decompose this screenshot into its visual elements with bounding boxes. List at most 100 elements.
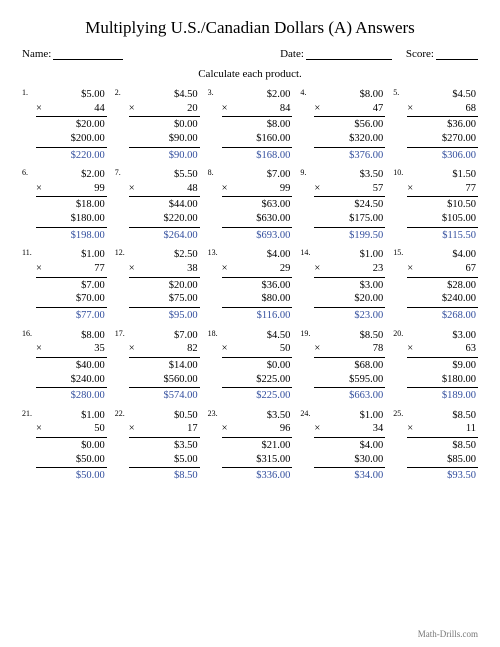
partial-1: $36.00 (208, 279, 293, 293)
problem: 1.$5.00×44$20.00$200.00$220.00 (22, 88, 107, 162)
times-icon: × (129, 182, 135, 196)
multiplier-row: ×78 (300, 342, 385, 356)
problem-number: 2. (115, 88, 121, 98)
times-icon: × (314, 262, 320, 276)
answer: $90.00 (115, 149, 200, 163)
multiplicand: $4.00 (393, 248, 478, 262)
multiplier-row: ×29 (208, 262, 293, 276)
answer: $116.00 (208, 309, 293, 323)
problem-number: 17. (115, 329, 125, 339)
partial-2: $180.00 (22, 212, 107, 226)
partial-1: $63.00 (208, 198, 293, 212)
partial-1: $40.00 (22, 359, 107, 373)
rule-line (222, 387, 293, 388)
worksheet-page: Multiplying U.S./Canadian Dollars (A) An… (0, 0, 500, 647)
problem-number: 3. (208, 88, 214, 98)
problem-number: 5. (393, 88, 399, 98)
rule-line (314, 116, 385, 117)
problem: 7.$5.50×48$44.00$220.00$264.00 (115, 168, 200, 242)
partial-1: $14.00 (115, 359, 200, 373)
partial-2: $175.00 (300, 212, 385, 226)
rule-line (129, 387, 200, 388)
multiplicand: $7.00 (208, 168, 293, 182)
rule-line (407, 467, 478, 468)
multiplicand: $2.00 (22, 168, 107, 182)
multiplicand: $4.00 (208, 248, 293, 262)
answer: $50.00 (22, 469, 107, 483)
problem: 4.$8.00×47$56.00$320.00$376.00 (300, 88, 385, 162)
answer: $168.00 (208, 149, 293, 163)
multiplier: 17 (187, 422, 198, 436)
multiplicand: $1.00 (300, 409, 385, 423)
multiplier-row: ×77 (22, 262, 107, 276)
partial-2: $75.00 (115, 292, 200, 306)
problem: 2.$4.50×20$0.00$90.00$90.00 (115, 88, 200, 162)
multiplier-row: ×68 (393, 102, 478, 116)
times-icon: × (222, 262, 228, 276)
rule-line (129, 147, 200, 148)
partial-1: $18.00 (22, 198, 107, 212)
partial-2: $90.00 (115, 132, 200, 146)
multiplier-row: ×20 (115, 102, 200, 116)
partial-2: $20.00 (300, 292, 385, 306)
multiplier-row: ×47 (300, 102, 385, 116)
partial-2: $80.00 (208, 292, 293, 306)
rule-line (407, 196, 478, 197)
multiplier: 77 (466, 182, 477, 196)
multiplier-row: ×35 (22, 342, 107, 356)
answer: $376.00 (300, 149, 385, 163)
times-icon: × (36, 182, 42, 196)
multiplicand: $4.50 (393, 88, 478, 102)
problem: 11.$1.00×77$7.00$70.00$77.00 (22, 248, 107, 322)
rule-line (314, 227, 385, 228)
answer: $189.00 (393, 389, 478, 403)
partial-2: $320.00 (300, 132, 385, 146)
multiplier-row: ×99 (208, 182, 293, 196)
score-field: Score: (406, 48, 478, 60)
problem-number: 15. (393, 248, 403, 258)
partial-1: $3.50 (115, 439, 200, 453)
multiplier-row: ×48 (115, 182, 200, 196)
partial-2: $560.00 (115, 373, 200, 387)
rule-line (314, 467, 385, 468)
rule-line (129, 116, 200, 117)
times-icon: × (407, 422, 413, 436)
multiplier-row: ×82 (115, 342, 200, 356)
problem-number: 7. (115, 168, 121, 178)
rule-line (314, 357, 385, 358)
rule-line (36, 116, 107, 117)
answer: $115.50 (393, 229, 478, 243)
partial-1: $68.00 (300, 359, 385, 373)
problem: 16.$8.00×35$40.00$240.00$280.00 (22, 329, 107, 403)
problem-number: 21. (22, 409, 32, 419)
multiplicand: $4.50 (208, 329, 293, 343)
partial-1: $8.00 (208, 118, 293, 132)
answer: $225.00 (208, 389, 293, 403)
rule-line (129, 307, 200, 308)
times-icon: × (36, 422, 42, 436)
answer: $306.00 (393, 149, 478, 163)
partial-2: $220.00 (115, 212, 200, 226)
multiplier-row: ×17 (115, 422, 200, 436)
rule-line (129, 357, 200, 358)
answer: $220.00 (22, 149, 107, 163)
answer: $693.00 (208, 229, 293, 243)
multiplier: 99 (280, 182, 291, 196)
rule-line (314, 147, 385, 148)
problem-number: 12. (115, 248, 125, 258)
multiplier: 23 (373, 262, 384, 276)
instruction: Calculate each product. (22, 68, 478, 80)
problem-number: 22. (115, 409, 125, 419)
problem-number: 23. (208, 409, 218, 419)
date-field: Date: (280, 48, 392, 60)
times-icon: × (314, 422, 320, 436)
partial-2: $595.00 (300, 373, 385, 387)
rule-line (314, 307, 385, 308)
times-icon: × (407, 182, 413, 196)
rule-line (222, 467, 293, 468)
rule-line (222, 147, 293, 148)
multiplier: 38 (187, 262, 198, 276)
rule-line (222, 307, 293, 308)
rule-line (36, 307, 107, 308)
multiplier: 82 (187, 342, 198, 356)
